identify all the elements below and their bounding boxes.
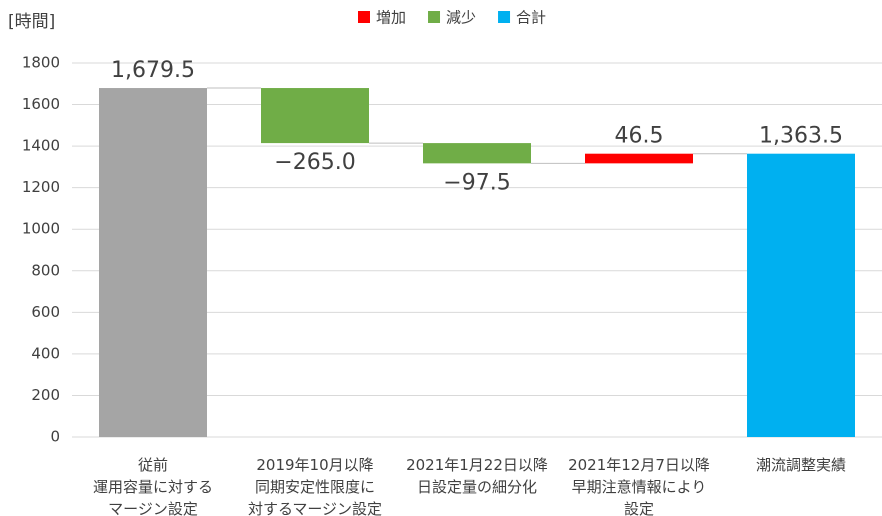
value-label: 1,363.5: [759, 124, 843, 149]
legend-label: 増加: [376, 9, 406, 27]
bar: [261, 88, 369, 144]
value-label: −265.0: [274, 150, 355, 175]
x-tick-label: 2019年10月以降同期安定性限度に対するマージン設定: [248, 456, 382, 516]
legend-label: 減少: [446, 9, 476, 27]
value-label: 1,679.5: [111, 58, 195, 83]
bar: [99, 88, 207, 437]
y-axis-label: [時間]: [8, 12, 55, 32]
bar: [423, 143, 531, 164]
x-tick-label: 従前運用容量に対するマージン設定: [93, 456, 213, 516]
y-tick-label: 1600: [22, 95, 60, 113]
legend-swatch: [498, 11, 511, 23]
y-tick-label: 1000: [22, 220, 60, 238]
legend-swatch: [358, 11, 370, 23]
y-tick-label: 800: [31, 261, 60, 279]
x-tick-label: 2021年12月7日以降早期注意情報により設定: [568, 456, 710, 516]
y-tick-label: 1200: [22, 178, 60, 196]
y-tick-label: 1800: [22, 54, 60, 72]
legend-label: 合計: [516, 9, 546, 27]
legend-swatch: [428, 11, 441, 23]
bar: [747, 153, 855, 437]
y-tick-label: 0: [50, 428, 60, 446]
x-tick-label: 潮流調整実績: [756, 456, 846, 474]
value-label: −97.5: [443, 170, 510, 195]
y-tick-label: 400: [31, 344, 60, 362]
x-tick-label: 2021年1月22日以降日設定量の細分化: [406, 456, 548, 496]
bar: [585, 153, 693, 164]
y-tick-label: 600: [31, 303, 60, 321]
y-tick-label: 1400: [22, 137, 60, 155]
y-tick-label: 200: [31, 386, 60, 404]
value-label: 46.5: [615, 124, 664, 149]
